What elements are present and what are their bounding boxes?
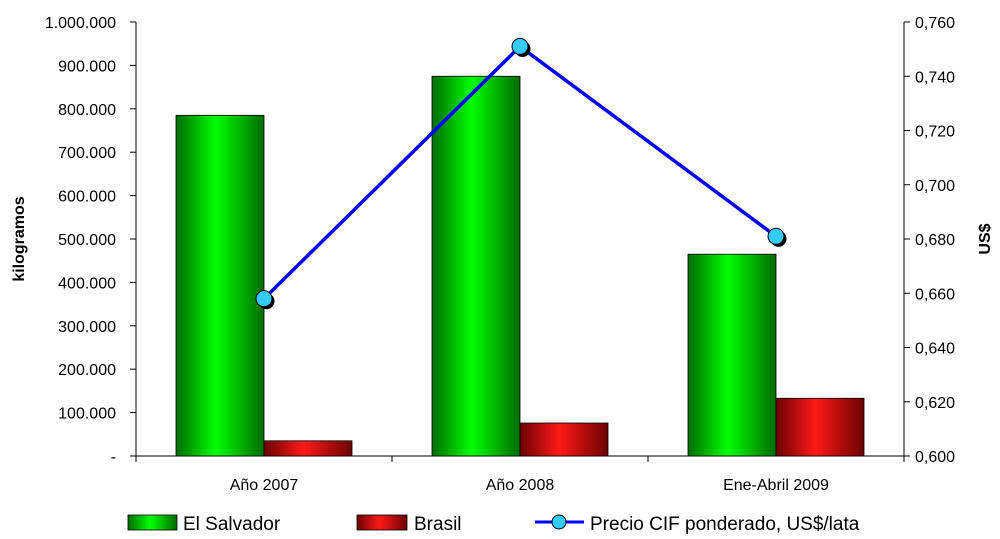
legend-swatch-el-salvador	[127, 514, 178, 531]
right-tick-label: 0,620	[915, 395, 955, 412]
legend: El Salvador Brasil Precio CIF ponderado,…	[127, 514, 860, 535]
right-tick-label: 0,740	[915, 69, 955, 86]
right-tick-label: 0,680	[915, 232, 955, 249]
left-tick-label: 400.000	[58, 275, 116, 292]
left-tick-label: 200.000	[58, 362, 116, 379]
legend-label-el-salvador: El Salvador	[183, 514, 281, 535]
legend-label-brasil: Brasil	[414, 514, 462, 535]
legend-swatch-brasil	[356, 514, 408, 531]
right-axis-ticks: 0,600 0,620 0,640 0,660 0,680 0,700 0,720 0,740…	[904, 15, 955, 466]
legend-marker-precio	[551, 514, 567, 530]
x-tick-label: Año 2008	[486, 477, 555, 494]
bar-brasil	[263, 440, 353, 457]
bar-el-salvador	[175, 114, 265, 457]
right-tick-label: 0,720	[915, 124, 955, 141]
legend-item-brasil: Brasil	[356, 514, 462, 535]
left-tick-label: -	[111, 449, 116, 466]
right-tick-label: 0,700	[915, 178, 955, 195]
left-tick-label: 900.000	[58, 58, 116, 75]
legend-item-el-salvador: El Salvador	[127, 514, 281, 535]
price-line-layer	[255, 37, 787, 310]
x-tick-label: Año 2007	[230, 477, 299, 494]
y2-axis-title: US$	[977, 223, 994, 254]
right-tick-label: 0,760	[915, 15, 955, 32]
left-tick-label: 600.000	[58, 189, 116, 206]
left-tick-label: 500.000	[58, 232, 116, 249]
bar-brasil	[775, 397, 865, 457]
legend-item-precio: Precio CIF ponderado, US$/lata	[535, 514, 860, 535]
right-tick-label: 0,600	[915, 449, 955, 466]
right-tick-label: 0,640	[915, 341, 955, 358]
bar-el-salvador	[431, 75, 521, 457]
y-axis-title: kilogramos	[11, 196, 28, 281]
bar-el-salvador	[687, 253, 777, 457]
left-tick-label: 1.000.000	[45, 15, 116, 32]
left-tick-label: 100.000	[58, 406, 116, 423]
price-point	[511, 37, 529, 55]
bar-brasil	[519, 422, 609, 457]
right-tick-label: 0,660	[915, 286, 955, 303]
left-tick-label: 700.000	[58, 145, 116, 162]
left-tick-label: 800.000	[58, 102, 116, 119]
left-axis-ticks: - 100.000 200.000 300.000 400.000 500.000 600.…	[45, 15, 136, 466]
bars-layer	[175, 75, 865, 457]
price-point	[255, 290, 273, 308]
x-axis-ticks: Año 2007 Año 2008 Ene-Abril 2009	[135, 456, 905, 494]
left-tick-label: 300.000	[58, 319, 116, 336]
price-point	[767, 227, 785, 245]
x-tick-label: Ene-Abril 2009	[723, 477, 829, 494]
legend-label-precio: Precio CIF ponderado, US$/lata	[590, 514, 860, 535]
